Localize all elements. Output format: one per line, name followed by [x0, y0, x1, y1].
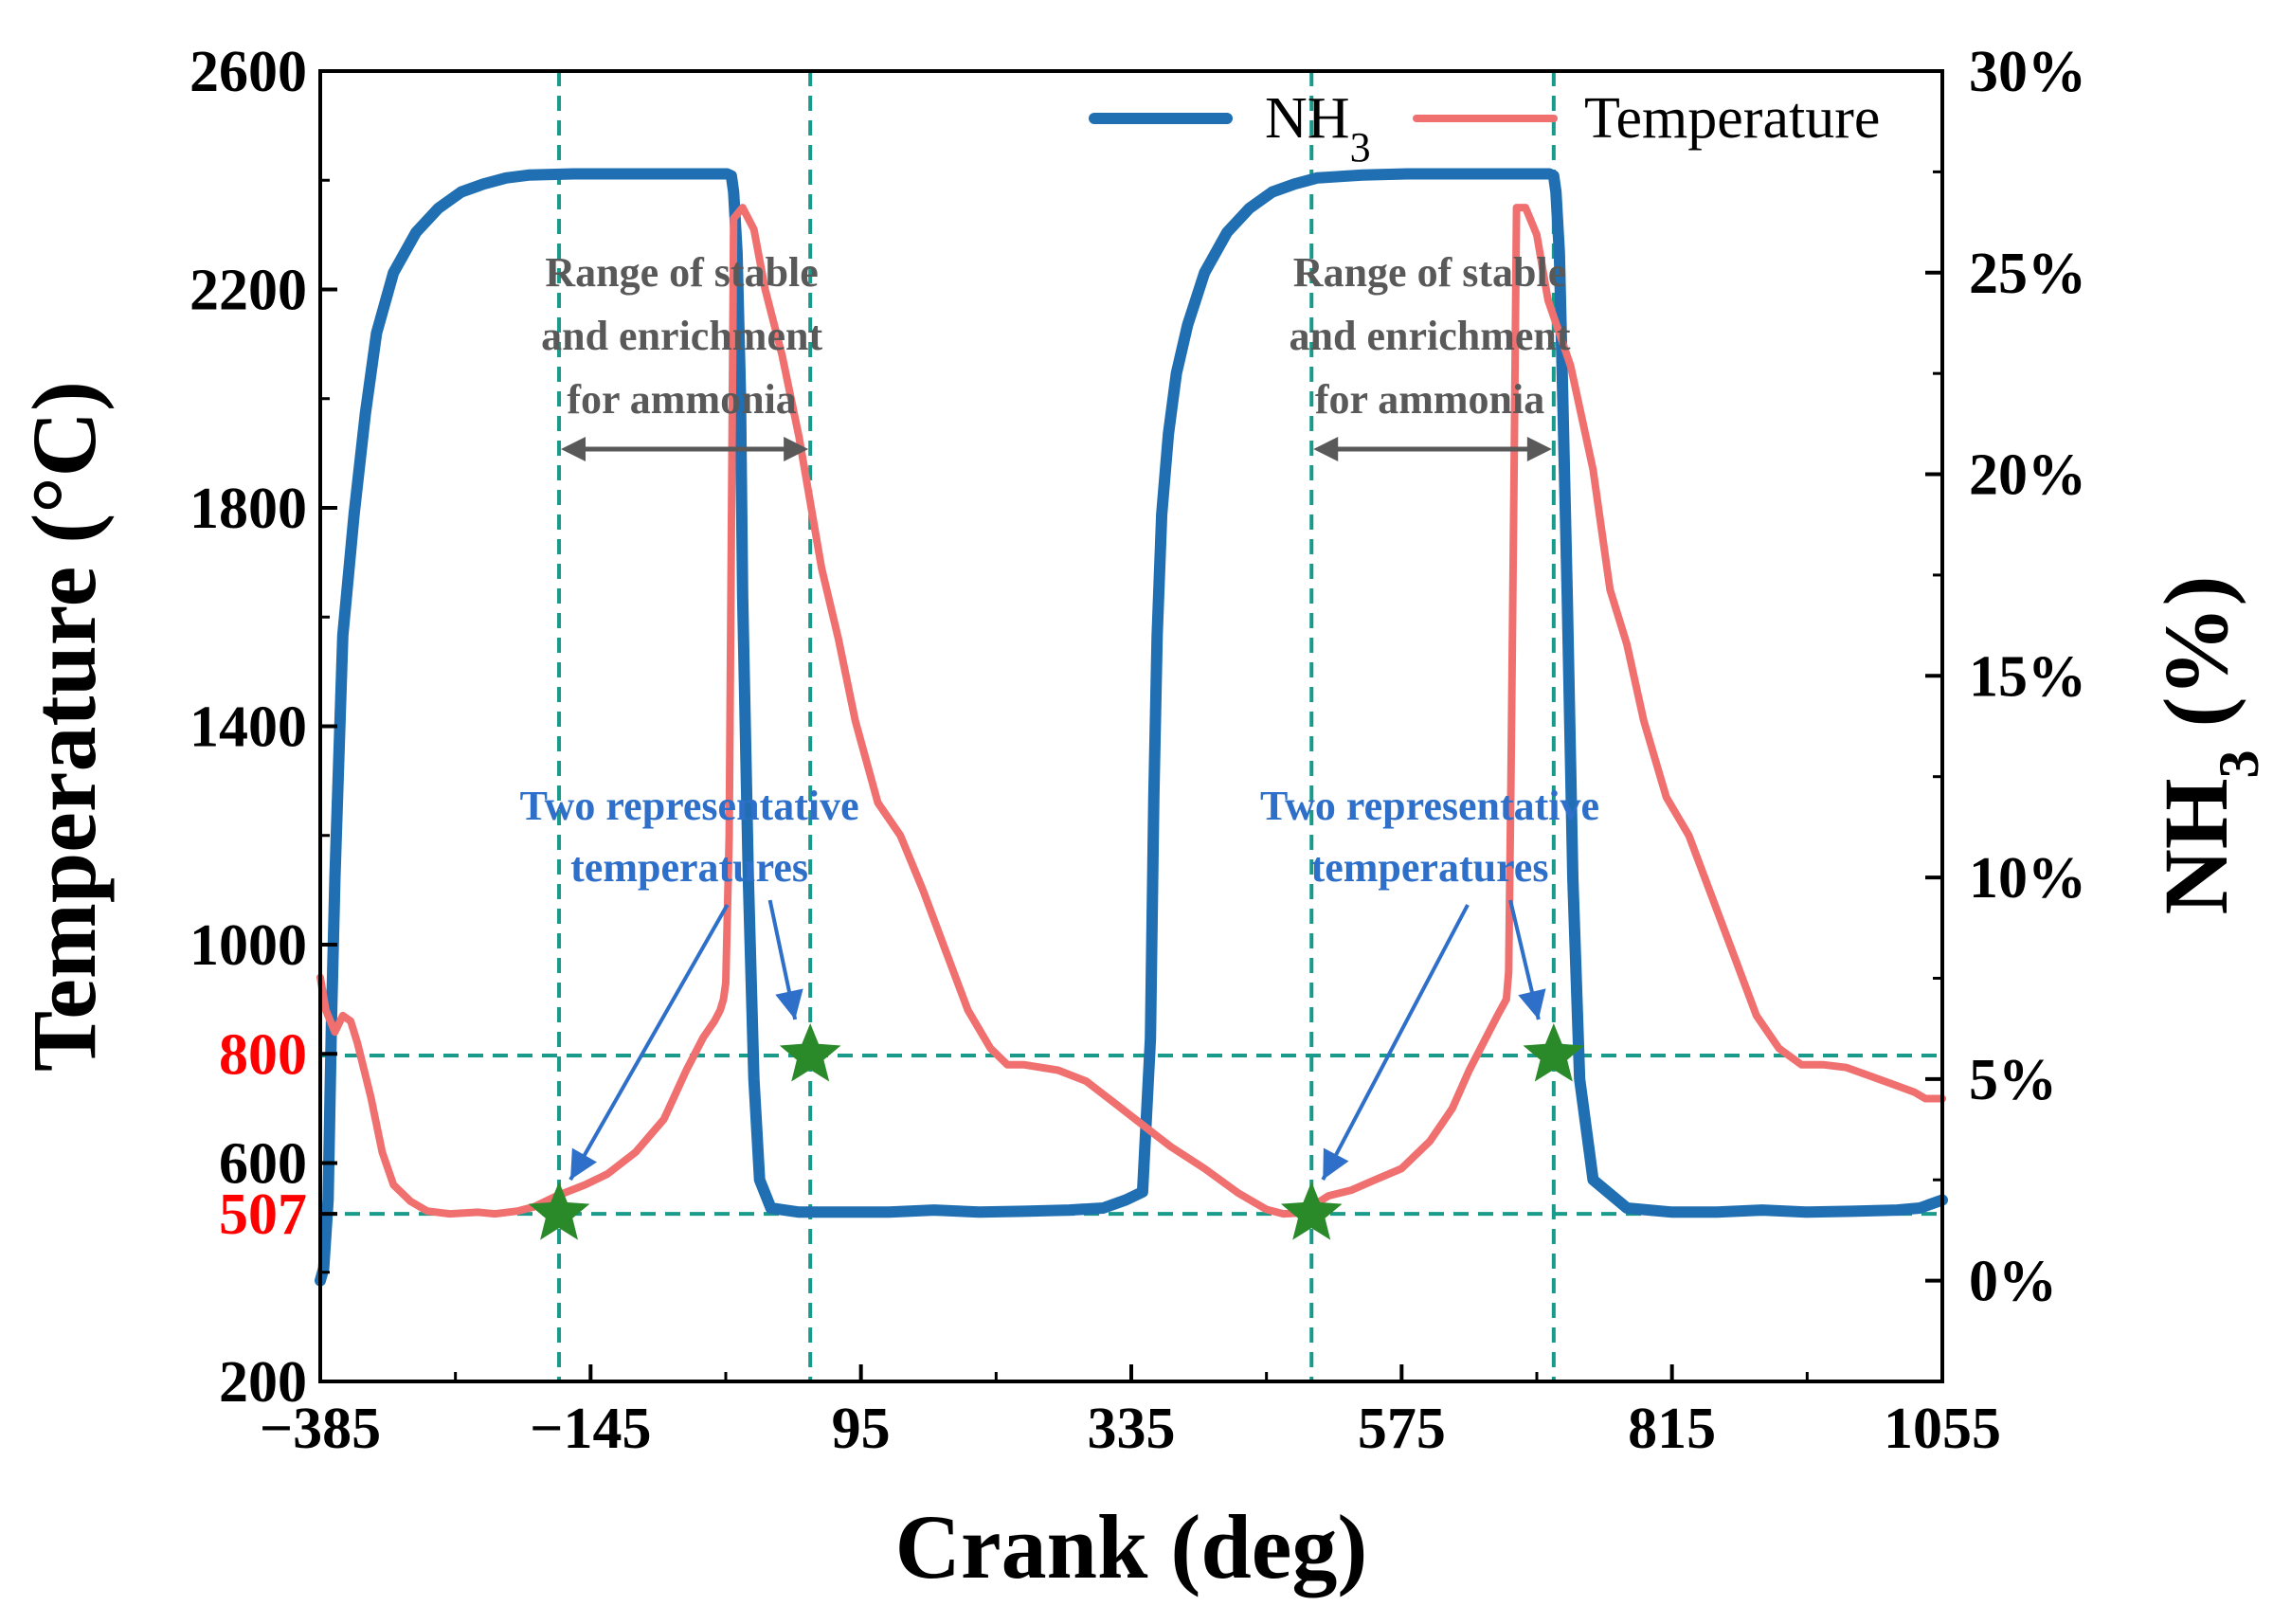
- legend-label-nh3: NH3: [1265, 86, 1371, 171]
- reference-lines: [320, 71, 1942, 1381]
- temps-label-line: temperatures: [1311, 844, 1549, 891]
- range-label-line: for ammonia: [567, 376, 796, 423]
- star-markers: [528, 1023, 1585, 1240]
- arrow-head: [775, 988, 803, 1020]
- annotations: Range of stable and enrichment for ammonia…: [520, 249, 1599, 1182]
- x-tick-label: 815: [1628, 1397, 1716, 1461]
- x-axis-title: Crank (deg): [895, 1496, 1368, 1597]
- arrow-head: [1526, 437, 1552, 461]
- y-left-tick-label: 507: [219, 1182, 307, 1247]
- arrow-head: [1313, 437, 1339, 461]
- y-left-tick-label: 600: [219, 1132, 307, 1197]
- y-right-tick-label: 30%: [1969, 40, 2086, 104]
- temps-label-line: temperatures: [570, 844, 808, 891]
- y-left-tick-label: 2200: [189, 259, 307, 323]
- y-right-tick-label: 20%: [1969, 443, 2086, 508]
- y-right-axis-title: NH3 (%): [2145, 576, 2270, 915]
- x-tick-label: −145: [530, 1397, 651, 1461]
- y-right-tick-label: 15%: [1969, 644, 2086, 709]
- y-right-tick-label: 10%: [1969, 846, 2086, 911]
- star-marker: [1280, 1182, 1343, 1240]
- y-left-tick-label: 2600: [189, 40, 307, 104]
- temps-label-line: Two representative: [520, 783, 859, 829]
- y-right-tick-label: 5%: [1969, 1048, 2057, 1112]
- x-tick-label: 95: [832, 1397, 891, 1461]
- y-right-tick-label: 25%: [1969, 242, 2086, 306]
- temps-arrow-shaft: [568, 904, 730, 1182]
- y-left-tick-label: 1000: [189, 913, 307, 978]
- range-label-line: for ammonia: [1315, 376, 1544, 423]
- y-right-tick-label: 0%: [1969, 1250, 2057, 1314]
- legend: NH3 Temperature: [1089, 86, 1880, 171]
- y-left-tick-label: 200: [219, 1350, 307, 1415]
- range-label-line: and enrichment: [1290, 313, 1571, 359]
- range-label-line: Range of stable: [545, 249, 818, 296]
- arrow-head: [570, 1147, 597, 1181]
- temps-label-line: Two representative: [1260, 783, 1599, 829]
- star-marker: [779, 1023, 841, 1082]
- arrow-head: [784, 437, 809, 461]
- range-label-line: and enrichment: [541, 313, 822, 359]
- y-left-tick-label: 1800: [189, 477, 307, 541]
- y-left-axis-title: Temperature (°C): [13, 381, 115, 1072]
- y-left-tick-label: 1400: [189, 695, 307, 760]
- legend-label-temperature: Temperature: [1584, 86, 1880, 151]
- arrow-head: [561, 437, 586, 461]
- x-tick-label: 1055: [1884, 1397, 2001, 1461]
- star-marker: [528, 1182, 590, 1240]
- range-label-line: Range of stable: [1293, 249, 1566, 296]
- x-tick-label: −385: [260, 1397, 381, 1461]
- temps-arrow-shaft: [1321, 904, 1470, 1182]
- series-line-nh3: [315, 168, 1948, 1287]
- x-tick-label: 335: [1088, 1397, 1176, 1461]
- arrow-head: [1323, 1147, 1349, 1181]
- x-tick-label: 575: [1358, 1397, 1446, 1461]
- star-marker: [1523, 1023, 1585, 1082]
- y-left-tick-label: 800: [219, 1022, 307, 1087]
- arrow-head: [1518, 988, 1546, 1020]
